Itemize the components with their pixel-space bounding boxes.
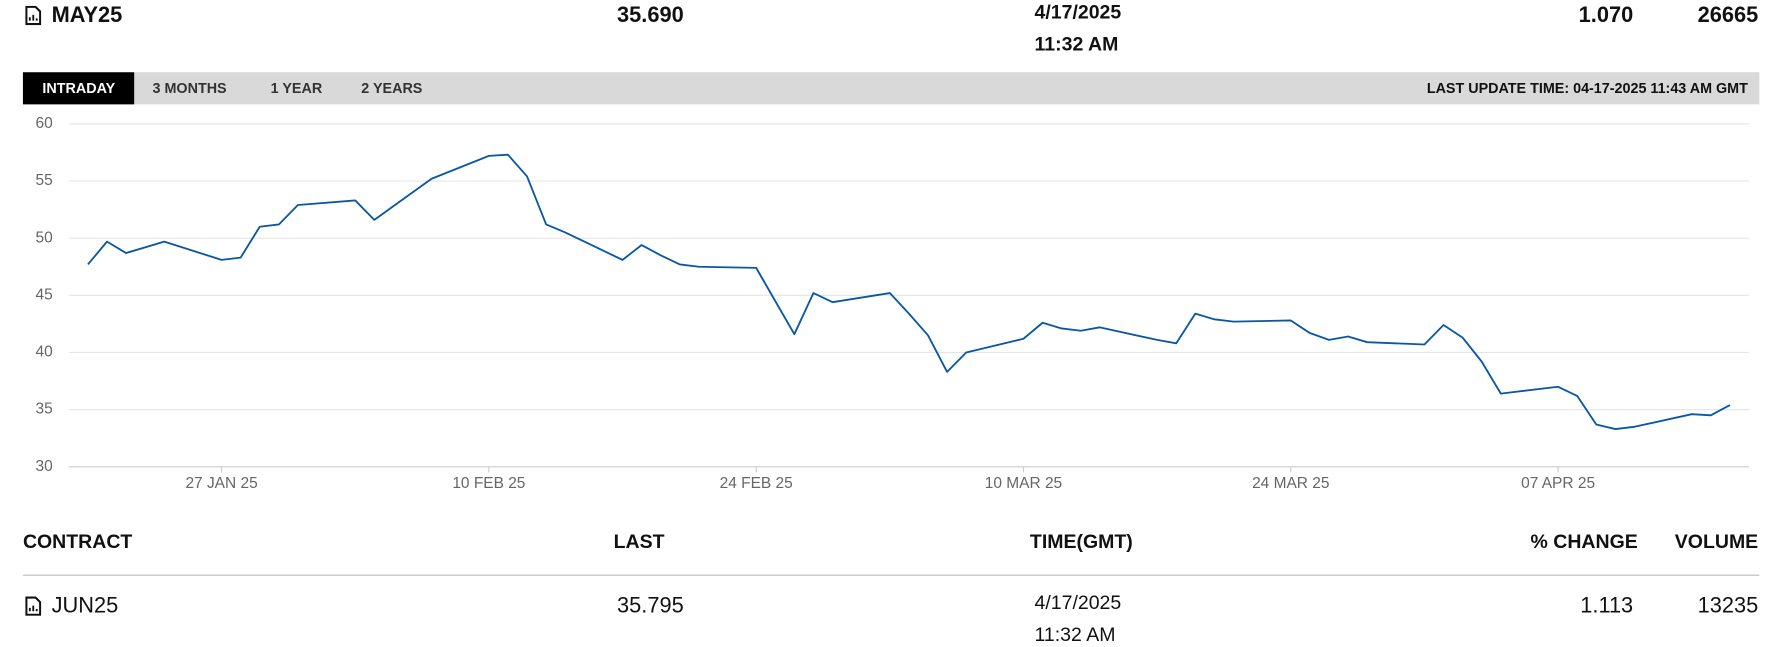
y-tick-label: 60 — [36, 115, 53, 132]
chart: 30 35 40 45 50 55 60 27 JAN 25 10 FEB 25 24 FEB 2… — [36, 115, 1750, 492]
y-tick-label: 30 — [36, 458, 53, 475]
date: 4/17/2025 — [1034, 591, 1122, 614]
time: 11:32 AM — [1034, 623, 1116, 646]
y-tick-label: 35 — [36, 401, 53, 418]
x-tick-label: 24 MAR 25 — [1252, 475, 1329, 492]
tab[interactable]: 2 YEARS — [361, 80, 423, 97]
contract[interactable]: JUN25 — [51, 594, 119, 619]
x-tick-label: 10 MAR 25 — [985, 475, 1062, 492]
y-tick-label: 55 — [36, 172, 53, 189]
contract[interactable]: MAY25 — [51, 3, 123, 28]
time: 11:32 AM — [1034, 33, 1119, 56]
tab[interactable]: 1 YEAR — [270, 80, 323, 97]
change: 1.070 — [1578, 3, 1634, 28]
last: 35.690 — [617, 3, 684, 28]
volume: 13235 — [1697, 594, 1759, 619]
contract-icon — [25, 596, 42, 616]
x-tick-label: 07 APR 25 — [1521, 475, 1595, 492]
date: 4/17/2025 — [1034, 1, 1122, 23]
y-tick-label: 45 — [36, 286, 53, 303]
tab-bar: INTRADAY 3 MONTHS 1 YEAR 2 YEARS LAST UP… — [22, 72, 1760, 105]
volume: 26665 — [1697, 3, 1759, 28]
contract-icon — [25, 5, 42, 26]
last-update: LAST UPDATE TIME: 04-17-2025 11:43 AM GM… — [1426, 80, 1748, 97]
tab[interactable]: 3 MONTHS — [152, 80, 227, 97]
y-tick-label: 50 — [36, 229, 53, 246]
change: 1.113 — [1580, 594, 1634, 619]
x-tick-label: 10 FEB 25 — [452, 475, 525, 492]
x-tick-label: 27 JAN 25 — [185, 475, 257, 492]
price-line — [87, 153, 1731, 430]
y-tick-label: 40 — [36, 344, 53, 361]
column-header: % CHANGE — [1530, 531, 1638, 553]
tab[interactable]: INTRADAY — [22, 72, 135, 105]
column-header: CONTRACT — [22, 531, 133, 553]
column-header: VOLUME — [1674, 531, 1759, 553]
separator — [22, 574, 1760, 576]
x-tick-label: 24 FEB 25 — [720, 475, 793, 492]
column-header: TIME(GMT) — [1029, 531, 1133, 553]
last: 35.795 — [617, 594, 684, 619]
column-header: LAST — [613, 531, 665, 553]
